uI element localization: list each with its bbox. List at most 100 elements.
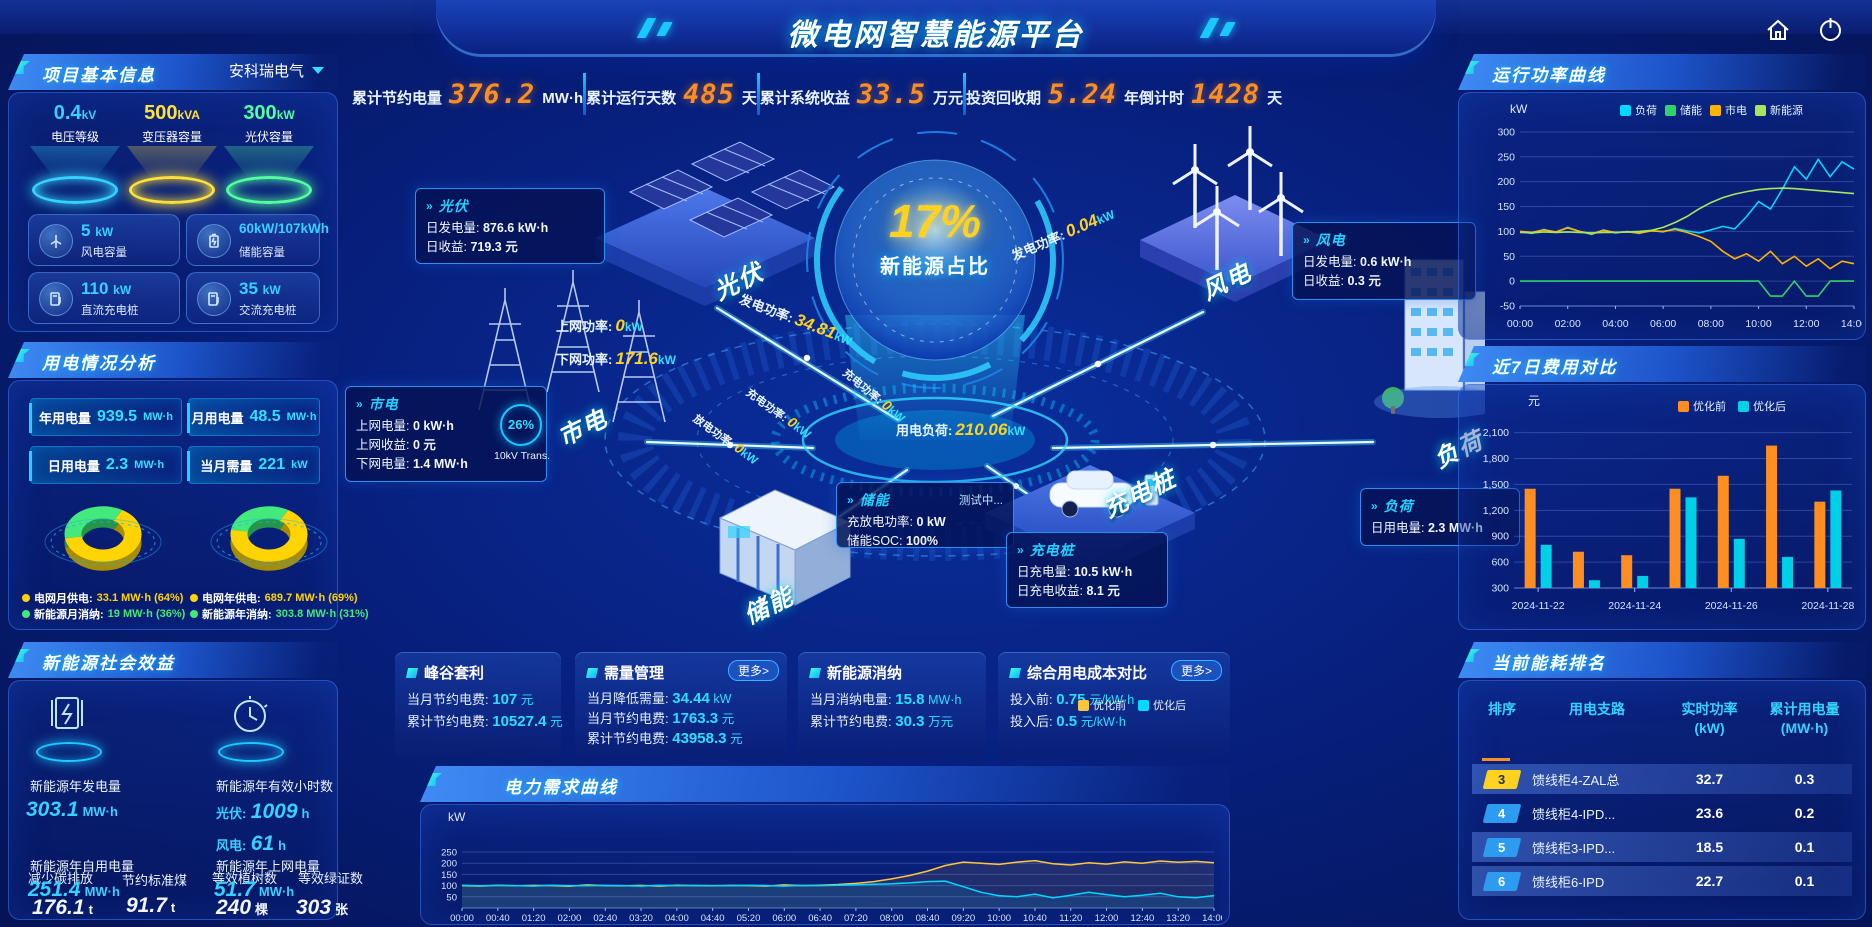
legend-item-after[interactable]: 优化后 bbox=[1738, 398, 1786, 414]
kpi-income: 累计系统收益 33.5 万元 bbox=[759, 78, 963, 110]
card-dc-charger: 110 kW 直流充电桩 bbox=[28, 272, 180, 324]
svg-text:14:00: 14:00 bbox=[1841, 318, 1862, 330]
svg-text:09:20: 09:20 bbox=[951, 913, 975, 924]
table-row[interactable]: 4 馈线柜4-IPD... 23.6 0.2 bbox=[1472, 798, 1852, 828]
benefit-tree-value: 240 棵 bbox=[216, 896, 269, 919]
svg-text:05:20: 05:20 bbox=[737, 913, 761, 924]
panel-usage-body bbox=[8, 380, 338, 630]
more-button[interactable]: 更多> bbox=[727, 660, 779, 681]
svg-text:10:00: 10:00 bbox=[1745, 318, 1771, 330]
header-band bbox=[436, 0, 1436, 54]
svg-text:12:00: 12:00 bbox=[1793, 318, 1819, 330]
svg-text:2,100: 2,100 bbox=[1483, 427, 1509, 439]
svg-text:900: 900 bbox=[1491, 531, 1509, 543]
glow-ring bbox=[129, 176, 215, 204]
legend-item-before[interactable]: 优化前 bbox=[1678, 398, 1726, 414]
svg-text:02:40: 02:40 bbox=[593, 913, 617, 924]
box-peak-valley: 峰谷套利 当月节约电费: 107 元 累计节约电费: 10527.4 元 bbox=[395, 652, 563, 758]
panel-project-header: 项目基本信息 安科瑞电气 bbox=[8, 54, 338, 90]
svg-text:12:40: 12:40 bbox=[1130, 913, 1154, 924]
svg-text:300: 300 bbox=[1491, 583, 1509, 595]
legend-item-after[interactable]: 优化后 bbox=[1138, 697, 1186, 713]
svg-text:200: 200 bbox=[1497, 176, 1515, 188]
core-globe-graphic bbox=[770, 131, 1100, 497]
box-newenergy-consume: 新能源消纳 当月消纳电量: 15.8 MW·h 累计节约电费: 30.3 万元 bbox=[798, 652, 986, 758]
legend-newenergy-month: 新能源月消纳: 19 MW·h (36%) bbox=[22, 606, 185, 622]
svg-text:2024-11-28: 2024-11-28 bbox=[1801, 600, 1854, 612]
benefit-self-value: 251.4 MW·h bbox=[28, 878, 120, 901]
title-icon bbox=[585, 667, 599, 678]
benefit-cert-value: 303 张 bbox=[296, 896, 349, 919]
legend-item-grid[interactable]: 市电 bbox=[1710, 102, 1747, 118]
svg-text:00:00: 00:00 bbox=[450, 913, 474, 924]
legend-item-before[interactable]: 优化前 bbox=[1078, 697, 1126, 713]
svg-text:-50: -50 bbox=[1500, 301, 1515, 313]
table-row[interactable]: 5 馈线柜3-IPD... 18.5 0.1 bbox=[1472, 832, 1852, 862]
title-icon bbox=[1008, 667, 1022, 678]
svg-text:1,200: 1,200 bbox=[1483, 505, 1509, 517]
svg-text:01:20: 01:20 bbox=[522, 913, 546, 924]
demand-axis-unit: kW bbox=[448, 810, 466, 824]
power-chart: 300 250 200 150 100 50 0 -50 00:00 02:00 04:00 06:0… bbox=[1497, 126, 1862, 330]
svg-text:06:00: 06:00 bbox=[772, 913, 796, 924]
pedestal-voltage: 0.4kV 电压等级 bbox=[25, 102, 125, 204]
table-row[interactable]: 6 馈线柜6-IPD 22.7 0.1 bbox=[1472, 866, 1852, 896]
more-button[interactable]: 更多> bbox=[1170, 660, 1222, 681]
kpi-payback: 投资回收期 5.24 年 bbox=[965, 78, 1140, 110]
divider bbox=[756, 73, 760, 115]
panel-title: 项目基本信息 bbox=[42, 66, 156, 85]
power-axis-unit: kW bbox=[1510, 102, 1528, 116]
legend-item-load[interactable]: 负荷 bbox=[1620, 102, 1657, 118]
svg-text:250: 250 bbox=[441, 848, 457, 859]
panel-power-header: 运行功率曲线 bbox=[1458, 54, 1866, 90]
donut-month-chart bbox=[44, 506, 162, 571]
svg-text:02:00: 02:00 bbox=[558, 913, 582, 924]
svg-text:2024-11-22: 2024-11-22 bbox=[1512, 600, 1565, 612]
kpi-run-days: 累计运行天数 485 天 bbox=[586, 78, 757, 110]
panel-title: 电力需求曲线 bbox=[504, 778, 618, 797]
svg-text:02:00: 02:00 bbox=[1555, 318, 1581, 330]
svg-text:04:00: 04:00 bbox=[665, 913, 689, 924]
company-select[interactable]: 安科瑞电气 bbox=[229, 60, 324, 81]
rank-badge: 6 bbox=[1482, 871, 1522, 891]
legend-item-newenergy[interactable]: 新能源 bbox=[1755, 102, 1803, 118]
panel-benefit-header: 新能源社会效益 bbox=[8, 642, 338, 678]
panel-demand-header: 电力需求曲线 bbox=[420, 766, 1230, 802]
glow-ring bbox=[36, 742, 102, 762]
cost-axis-unit: 元 bbox=[1528, 394, 1541, 408]
svg-text:50: 50 bbox=[446, 892, 457, 903]
panel-title: 运行功率曲线 bbox=[1492, 66, 1606, 85]
benefit-tree-label: 等效植树数 bbox=[212, 871, 278, 886]
svg-text:08:40: 08:40 bbox=[916, 913, 940, 924]
panel-title: 用电情况分析 bbox=[42, 354, 156, 373]
legend-item-storage[interactable]: 储能 bbox=[1665, 102, 1702, 118]
svg-text:50: 50 bbox=[1503, 251, 1515, 263]
title-icon bbox=[405, 667, 419, 678]
panel-usage-header: 用电情况分析 bbox=[8, 342, 338, 378]
power-icon[interactable] bbox=[1816, 15, 1845, 49]
glow-ring bbox=[218, 742, 284, 762]
transformer-label: 10kV Trans. bbox=[494, 450, 551, 462]
table-row[interactable]: 3 馈线柜4-ZAL总 32.7 0.3 bbox=[1472, 764, 1852, 794]
benefit-gen-label: 新能源年发电量 bbox=[30, 779, 122, 794]
benefit-gen-value: 303.1 MW·h bbox=[26, 798, 118, 821]
benefit-wind-hours: 风电: 61 h bbox=[216, 832, 287, 855]
card-wind-capacity: 5 kW 风电容量 bbox=[28, 214, 180, 266]
box-cost-compare: 综合用电成本对比 更多> 投入前: 0.75 元/kW·h 投入后: 0.5 元… bbox=[998, 652, 1230, 758]
chevron-right-icon: » bbox=[1371, 499, 1378, 513]
legend-newenergy-year: 新能源年消纳: 303.8 MW·h (31%) bbox=[190, 606, 369, 622]
svg-text:150: 150 bbox=[1497, 201, 1515, 213]
status-badge: 测试中... bbox=[958, 495, 1003, 507]
svg-text:10:00: 10:00 bbox=[987, 913, 1011, 924]
home-icon[interactable] bbox=[1764, 16, 1792, 49]
flow-load: 用电负荷: 210.06kW bbox=[896, 420, 1026, 439]
benefit-self-label: 新能源年自用电量 bbox=[30, 859, 135, 874]
chevron-right-icon: » bbox=[1303, 233, 1310, 247]
svg-text:1,800: 1,800 bbox=[1483, 453, 1509, 465]
title-icon bbox=[808, 667, 822, 678]
pedestal-pv-capacity: 300kW 光伏容量 bbox=[219, 102, 319, 204]
panel-title: 当前能耗排名 bbox=[1492, 654, 1606, 673]
panel-power-body bbox=[1458, 92, 1866, 340]
glow-ring bbox=[32, 176, 118, 204]
